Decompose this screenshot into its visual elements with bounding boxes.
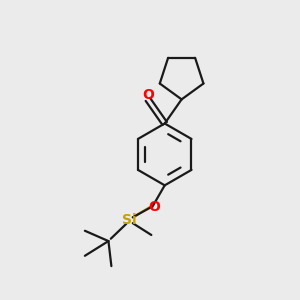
Text: O: O: [142, 88, 154, 102]
Text: O: O: [148, 200, 160, 214]
Text: Si: Si: [122, 213, 136, 227]
